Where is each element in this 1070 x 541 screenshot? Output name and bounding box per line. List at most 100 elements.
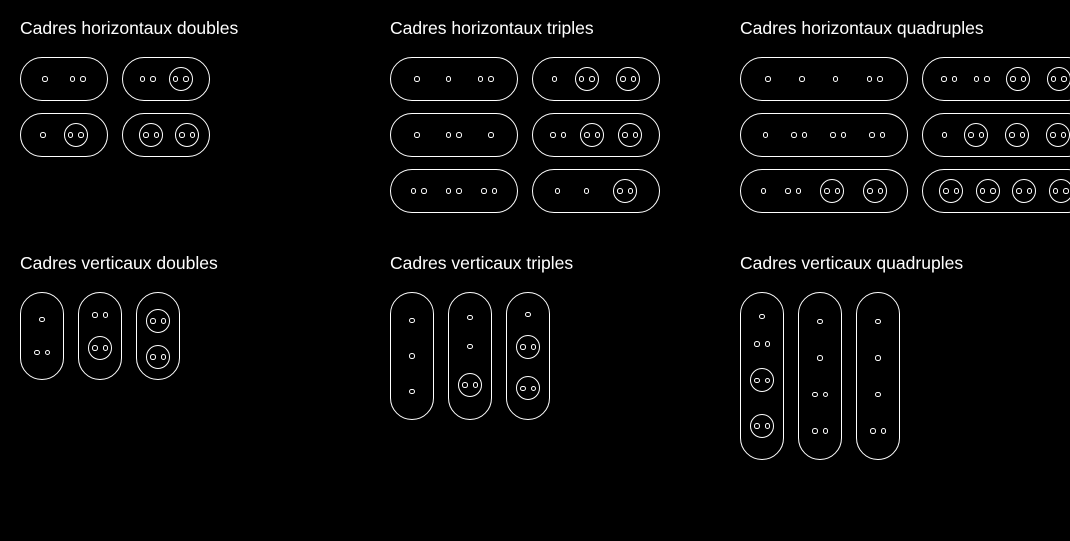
- two-dots-icon: [446, 132, 462, 138]
- frame-diagram: [740, 57, 908, 101]
- socket-icon: [616, 67, 640, 91]
- frame-slot: [759, 76, 777, 82]
- frame-slot: [827, 76, 845, 82]
- frame-diagram: [532, 57, 660, 101]
- frame-diagram: [20, 113, 108, 157]
- frame-slot: [755, 188, 773, 194]
- frame-slot: [1006, 179, 1042, 203]
- two-dots-icon: [140, 76, 156, 82]
- frame-slot: [133, 123, 169, 147]
- frame-slot: [440, 188, 468, 194]
- frame-slot: [754, 335, 770, 353]
- section-title: Cadres horizontaux triples: [390, 18, 740, 39]
- two-dots-icon: [870, 428, 886, 434]
- section-title: Cadres horizontaux doubles: [20, 18, 390, 39]
- frame-slot: [574, 123, 610, 147]
- two-dots-icon: [446, 188, 462, 194]
- frame-slot: [34, 344, 50, 362]
- frame-diagram: [390, 292, 434, 420]
- single-dot-icon: [414, 132, 420, 138]
- variants-grid: [740, 57, 1070, 213]
- frame-slot: [812, 386, 828, 404]
- frame-diagram: [856, 292, 900, 460]
- frame-slot: [458, 367, 482, 403]
- two-dots-icon: [812, 428, 828, 434]
- frame-diagram: [78, 292, 122, 380]
- single-dot-icon: [409, 389, 415, 395]
- frame-slot: [779, 188, 807, 194]
- frame-slot: [935, 76, 963, 82]
- frame-diagram: [798, 292, 842, 460]
- frame-diagram: [506, 292, 550, 420]
- frame-diagram: [448, 292, 492, 420]
- frame-slot: [875, 313, 881, 331]
- frame-slot: [39, 311, 45, 329]
- single-dot-icon: [799, 76, 805, 82]
- frame-slot: [569, 67, 605, 91]
- frame-slot: [409, 383, 415, 401]
- frame-slot: [409, 312, 415, 330]
- section-title: Cadres verticaux triples: [390, 253, 740, 274]
- single-dot-icon: [584, 188, 590, 194]
- frame-slot: [408, 76, 426, 82]
- single-dot-icon: [525, 312, 531, 318]
- two-dots-icon: [481, 188, 497, 194]
- frame-slot: [870, 422, 886, 440]
- single-dot-icon: [761, 188, 767, 194]
- frame-slot: [750, 362, 774, 398]
- frame-slot: [34, 132, 52, 138]
- frame-slot: [875, 349, 881, 367]
- frame-slot: [1041, 67, 1070, 91]
- frame-slot: [861, 76, 889, 82]
- frame-slot: [757, 132, 775, 138]
- frame-slot: [169, 123, 205, 147]
- single-dot-icon: [833, 76, 839, 82]
- frame-slot: [999, 123, 1035, 147]
- variants-grid: [390, 292, 740, 420]
- frame-slot: [549, 188, 567, 194]
- frame-slot: [759, 308, 765, 326]
- socket-icon: [1046, 123, 1070, 147]
- two-dots-icon: [974, 76, 990, 82]
- single-dot-icon: [409, 318, 415, 324]
- single-dot-icon: [817, 355, 823, 361]
- frame-diagram: [390, 113, 518, 157]
- frame-slot: [958, 123, 994, 147]
- frame-slot: [475, 188, 503, 194]
- socket-icon: [64, 123, 88, 147]
- frame-diagram: [922, 169, 1070, 213]
- socket-icon: [88, 336, 112, 360]
- frame-diagram: [390, 57, 518, 101]
- frame-slot: [467, 338, 473, 356]
- section-v4: Cadres verticaux quadruples: [740, 253, 1070, 460]
- socket-icon: [1005, 123, 1029, 147]
- socket-icon: [964, 123, 988, 147]
- two-dots-icon: [812, 392, 828, 398]
- frame-slot: [817, 313, 823, 331]
- single-dot-icon: [875, 319, 881, 325]
- frame-slot: [92, 306, 108, 324]
- frame-slot: [146, 303, 170, 339]
- frame-diagram: [390, 169, 518, 213]
- frame-slot: [134, 76, 162, 82]
- frame-slot: [408, 132, 426, 138]
- variants-grid: [740, 292, 1070, 460]
- section-title: Cadres horizontaux quadruples: [740, 18, 1070, 39]
- frame-slot: [610, 67, 646, 91]
- variants-grid: [20, 57, 390, 157]
- frame-diagram: [122, 113, 210, 157]
- single-dot-icon: [39, 317, 45, 323]
- horizontal-sections-row: Cadres horizontaux doubles Cadres horizo…: [20, 18, 1050, 213]
- frame-slot: [857, 179, 893, 203]
- frame-diagram: [532, 169, 660, 213]
- frame-slot: [516, 329, 540, 365]
- single-dot-icon: [42, 76, 48, 82]
- vertical-sections-row: Cadres verticaux doubles Cadres verticau…: [20, 253, 1050, 460]
- socket-icon: [976, 179, 1000, 203]
- frame-slot: [875, 386, 881, 404]
- frame-slot: [607, 179, 643, 203]
- socket-icon: [1012, 179, 1036, 203]
- frame-slot: [936, 132, 954, 138]
- frame-slot: [750, 408, 774, 444]
- frame-slot: [405, 188, 433, 194]
